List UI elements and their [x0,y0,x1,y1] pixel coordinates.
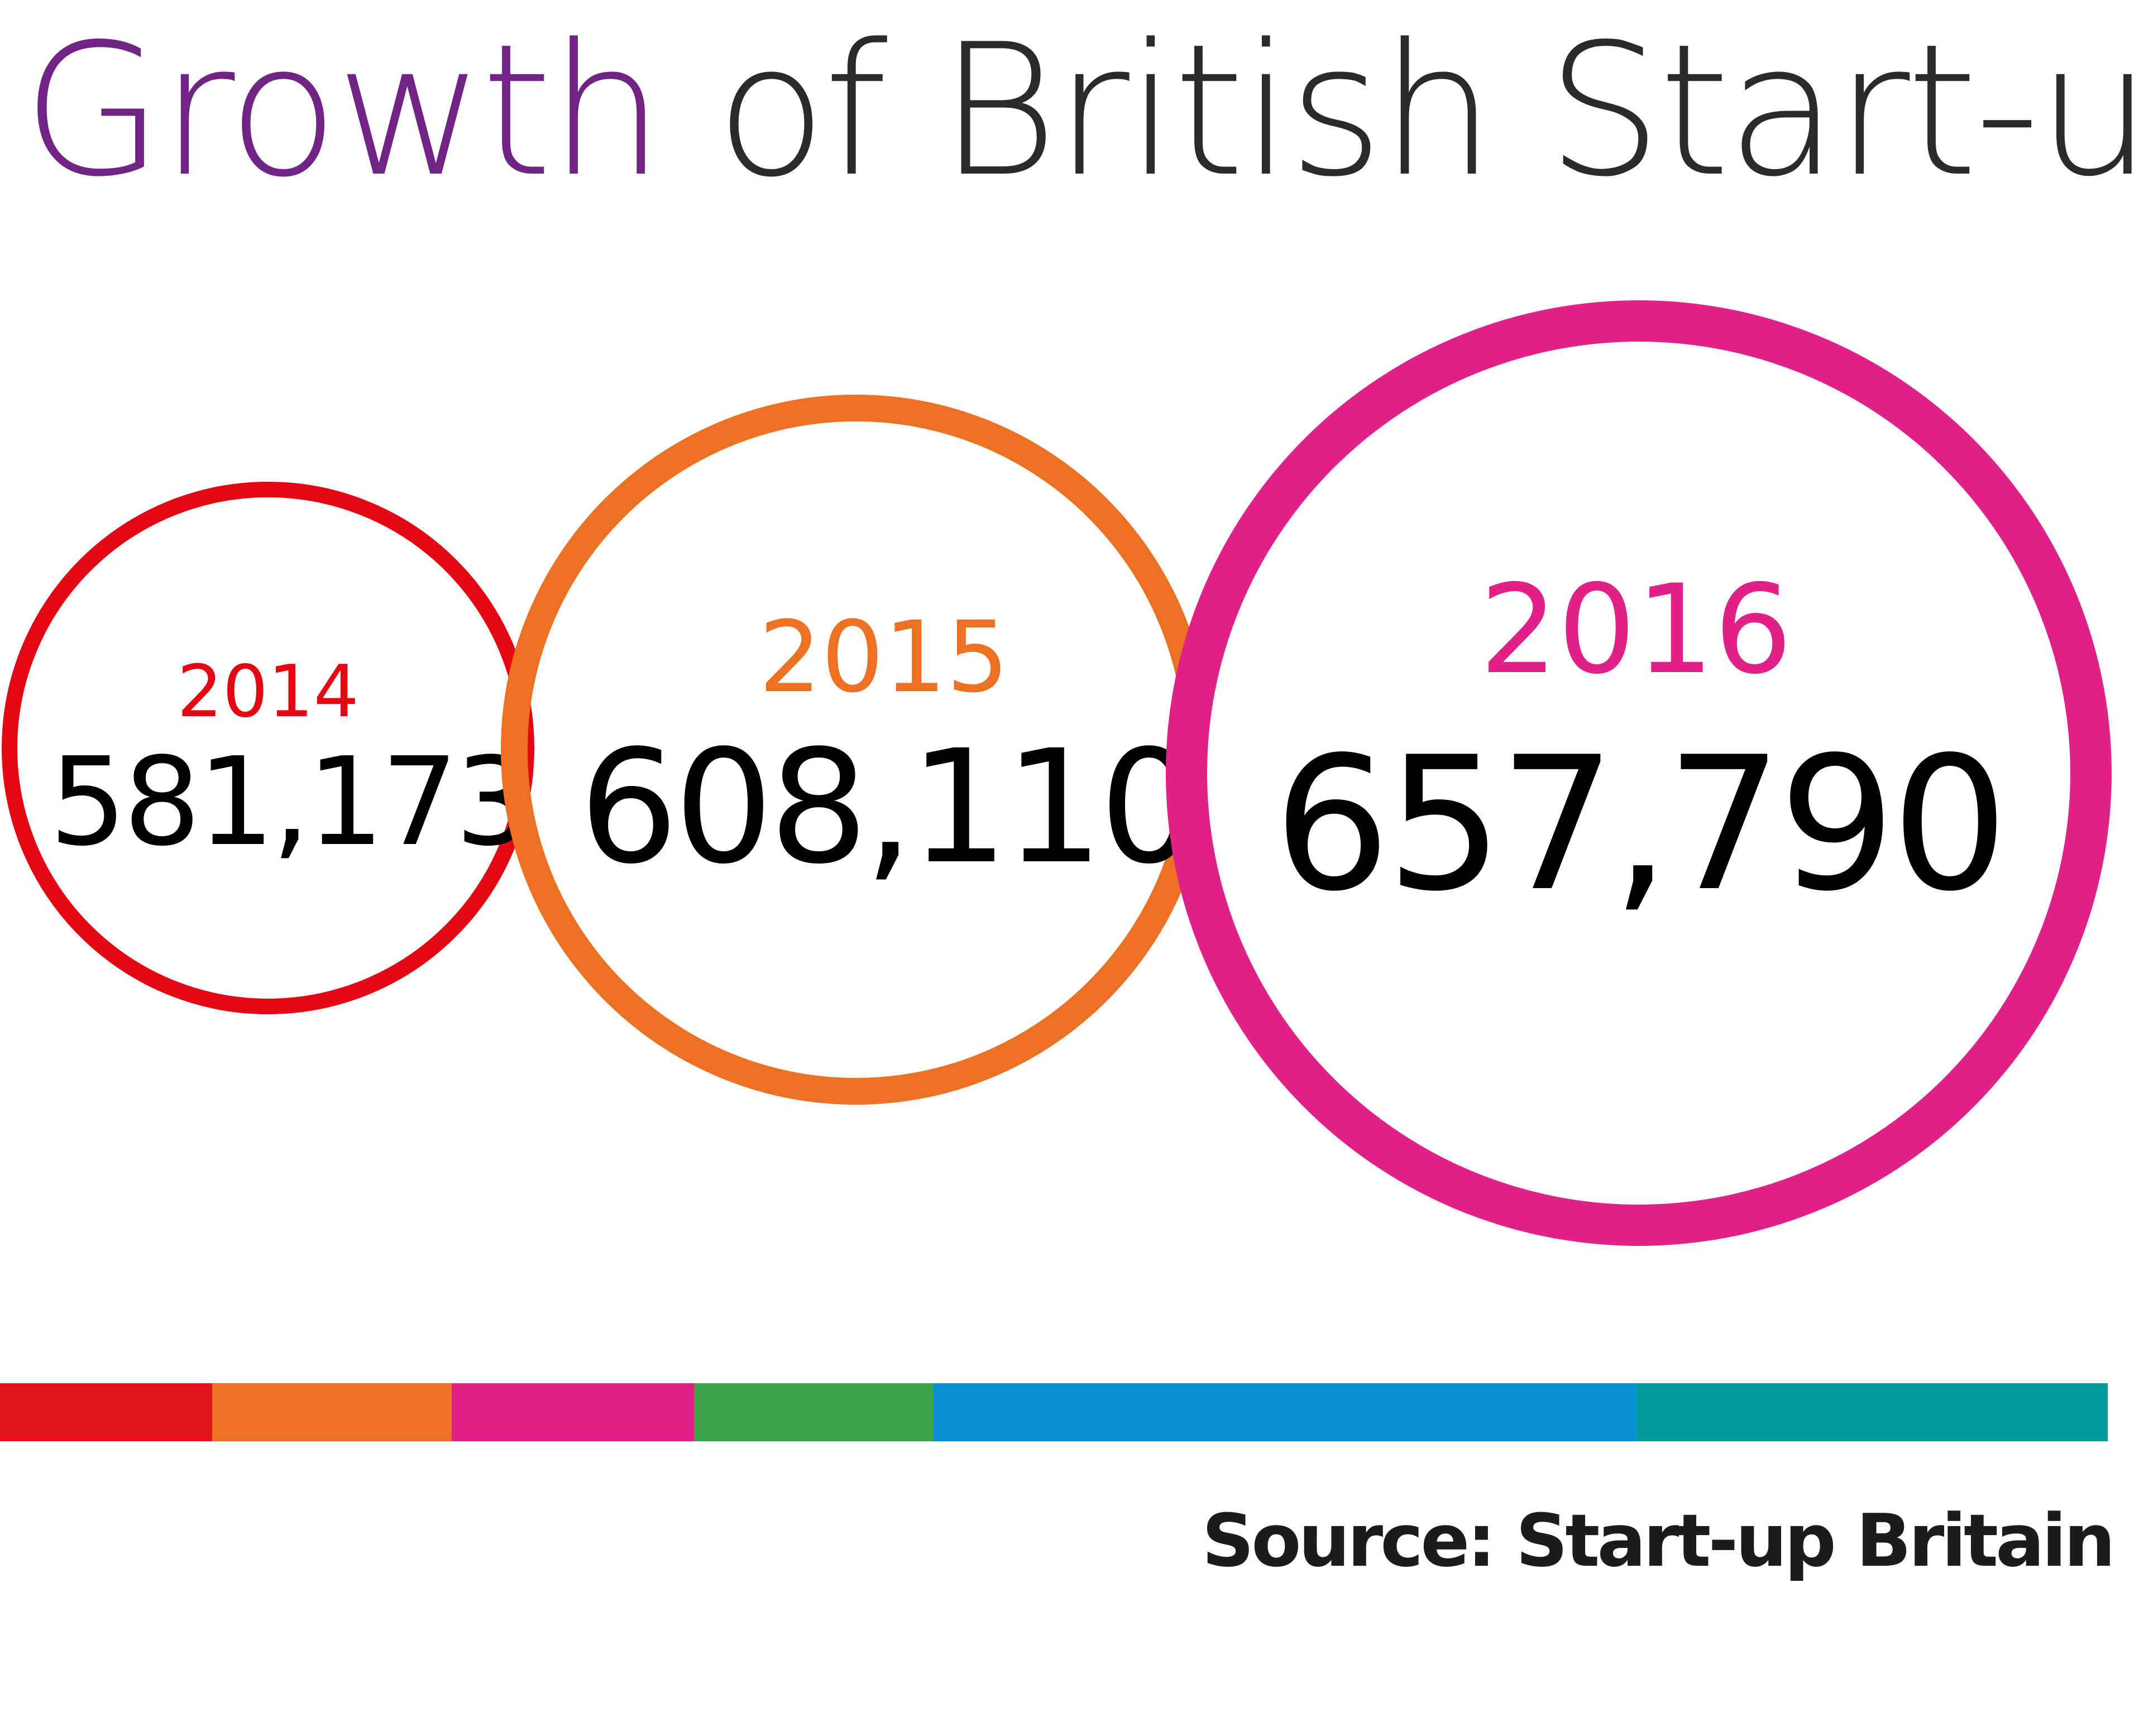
bubble-2015: 2015 608,110 [501,395,1211,1105]
stripe-segment-teal [1636,1383,2108,1441]
bubble-value-2014: 581,173 [49,732,529,873]
source-note: Source: Start-up Britain [1202,1498,2116,1583]
stripe-segment-green [694,1383,934,1441]
stripe-segment-red [0,1383,212,1441]
bubble-value-2015: 608,110 [579,717,1194,899]
stripe-segment-blue [934,1383,1636,1441]
stripe-segment-pink [452,1383,694,1441]
stripe-segment-orange [212,1383,452,1441]
title-accent-word: Growth [22,4,664,217]
bubble-2016: 2016 657,790 [1166,300,2112,1246]
bubble-chart: 2014 581,173 2015 608,110 2016 657,790 [2,300,2112,1246]
title-rest: of British Start-ups [715,4,2144,217]
color-stripe [0,1383,2108,1441]
chart-title: Growth of British Start-ups [22,10,2144,211]
bubble-year-2015: 2015 [759,600,1009,714]
bubble-ring-2016 [1166,300,2112,1246]
bubble-year-2016: 2016 [1480,558,1792,701]
bubble-2014: 2014 581,173 [2,482,534,1014]
bubble-value-2016: 657,790 [1274,717,2004,932]
bubble-year-2014: 2014 [177,650,359,733]
